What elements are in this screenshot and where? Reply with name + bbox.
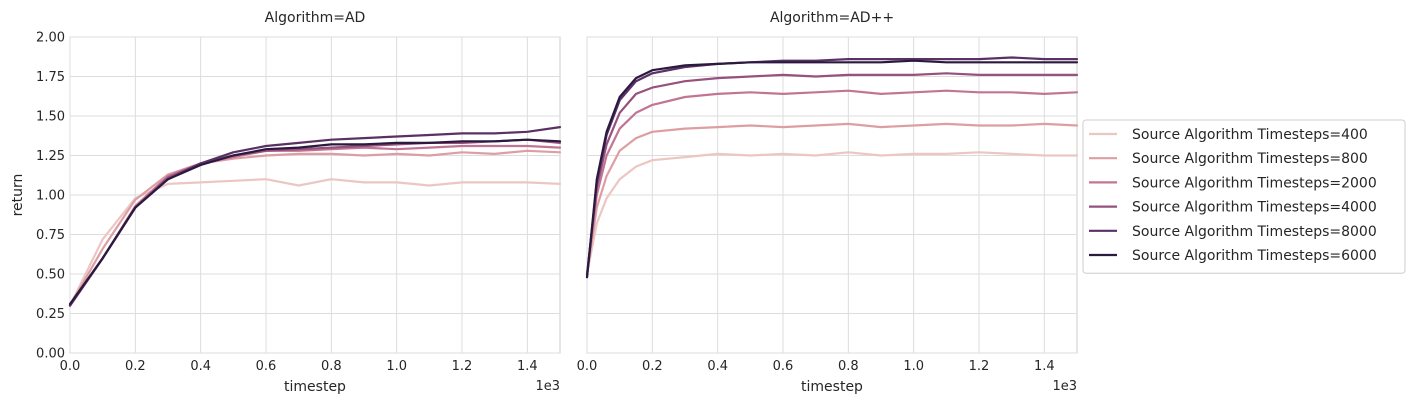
legend-label: Source Algorithm Timesteps=400 (1132, 127, 1368, 143)
x-tick-label: 0.6 (256, 359, 277, 374)
series-line (585, 56, 1079, 279)
x-axis-offset-label: 1e3 (1052, 379, 1077, 394)
legend-label: Source Algorithm Timesteps=2000 (1132, 175, 1377, 191)
x-tick-label: 0.4 (707, 359, 728, 374)
legend-label: Source Algorithm Timesteps=8000 (1132, 224, 1377, 240)
series-line (585, 122, 1079, 276)
x-tick-label: 1.4 (1034, 359, 1055, 374)
x-tick-label: 1.0 (903, 359, 924, 374)
y-tick-label: 1.50 (36, 110, 65, 125)
x-tick-label: 0.2 (642, 359, 663, 374)
x-tick-label: 0.6 (773, 359, 794, 374)
series-line (585, 89, 1079, 276)
x-axis-label: timestep (801, 379, 863, 395)
x-tick-label: 0.4 (190, 359, 211, 374)
series-line (68, 144, 562, 307)
x-tick-label: 0.2 (125, 359, 146, 374)
legend-box (1082, 119, 1406, 274)
panel-title: Algorithm=AD (265, 10, 366, 26)
x-tick-label: 1.2 (452, 359, 473, 374)
y-tick-label: 1.00 (36, 189, 65, 204)
series-line (68, 149, 562, 307)
y-tick-label: 1.75 (36, 70, 65, 85)
series-line (585, 151, 1079, 276)
y-tick-label: 0.75 (36, 228, 65, 243)
legend-label: Source Algorithm Timesteps=800 (1132, 151, 1368, 167)
series-line (68, 138, 562, 306)
series-line (585, 59, 1079, 279)
x-tick-label: 1.0 (386, 359, 407, 374)
y-axis-label: return (10, 174, 26, 217)
series-line (585, 72, 1079, 276)
y-tick-label: 0.25 (36, 307, 65, 322)
x-axis-offset-label: 1e3 (535, 379, 560, 394)
x-tick-label: 0.8 (838, 359, 859, 374)
y-tick-label: 2.00 (36, 31, 65, 46)
x-axis-label: timestep (284, 379, 346, 395)
legend-label: Source Algorithm Timesteps=6000 (1132, 248, 1377, 264)
x-tick-label: 0.0 (577, 359, 598, 374)
y-tick-label: 0.50 (36, 268, 65, 283)
x-tick-label: 1.2 (969, 359, 990, 374)
x-tick-label: 0.8 (321, 359, 342, 374)
x-tick-label: 0.0 (60, 359, 81, 374)
y-tick-label: 0.00 (36, 347, 65, 362)
y-tick-label: 1.25 (36, 149, 65, 164)
panel-title: Algorithm=AD++ (770, 10, 894, 26)
legend-label: Source Algorithm Timesteps=4000 (1132, 200, 1377, 216)
x-tick-label: 1.4 (517, 359, 538, 374)
